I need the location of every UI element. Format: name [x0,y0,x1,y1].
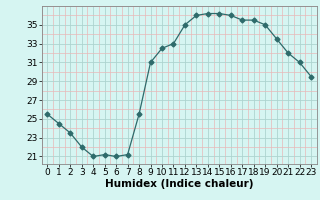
X-axis label: Humidex (Indice chaleur): Humidex (Indice chaleur) [105,179,253,189]
